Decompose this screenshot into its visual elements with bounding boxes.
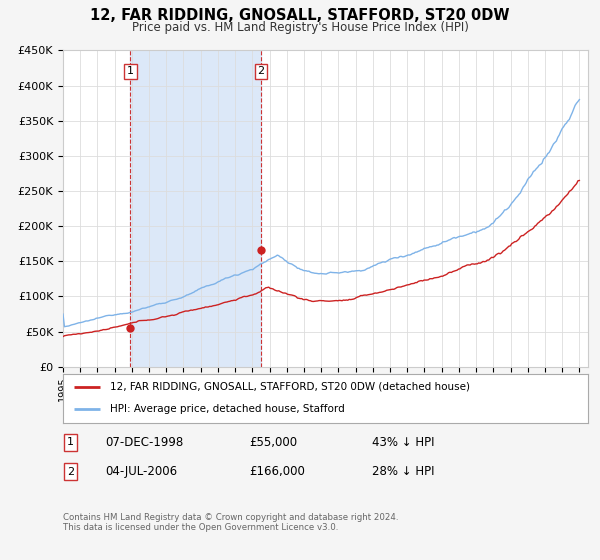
Bar: [130, 50, 261, 367]
Text: 2: 2: [257, 67, 265, 77]
Text: 04-JUL-2006: 04-JUL-2006: [105, 465, 177, 478]
Text: 07-DEC-1998: 07-DEC-1998: [105, 436, 183, 449]
Text: £166,000: £166,000: [249, 465, 305, 478]
Text: £55,000: £55,000: [249, 436, 297, 449]
Text: 1: 1: [67, 437, 74, 447]
Text: 1: 1: [127, 67, 134, 77]
Text: Contains HM Land Registry data © Crown copyright and database right 2024.: Contains HM Land Registry data © Crown c…: [63, 513, 398, 522]
Text: 12, FAR RIDDING, GNOSALL, STAFFORD, ST20 0DW: 12, FAR RIDDING, GNOSALL, STAFFORD, ST20…: [90, 8, 510, 24]
Text: 43% ↓ HPI: 43% ↓ HPI: [372, 436, 434, 449]
Text: Price paid vs. HM Land Registry's House Price Index (HPI): Price paid vs. HM Land Registry's House …: [131, 21, 469, 34]
Text: 2: 2: [67, 466, 74, 477]
Text: HPI: Average price, detached house, Stafford: HPI: Average price, detached house, Staf…: [110, 404, 345, 414]
Text: 28% ↓ HPI: 28% ↓ HPI: [372, 465, 434, 478]
Text: This data is licensed under the Open Government Licence v3.0.: This data is licensed under the Open Gov…: [63, 523, 338, 532]
Text: 12, FAR RIDDING, GNOSALL, STAFFORD, ST20 0DW (detached house): 12, FAR RIDDING, GNOSALL, STAFFORD, ST20…: [110, 382, 470, 392]
